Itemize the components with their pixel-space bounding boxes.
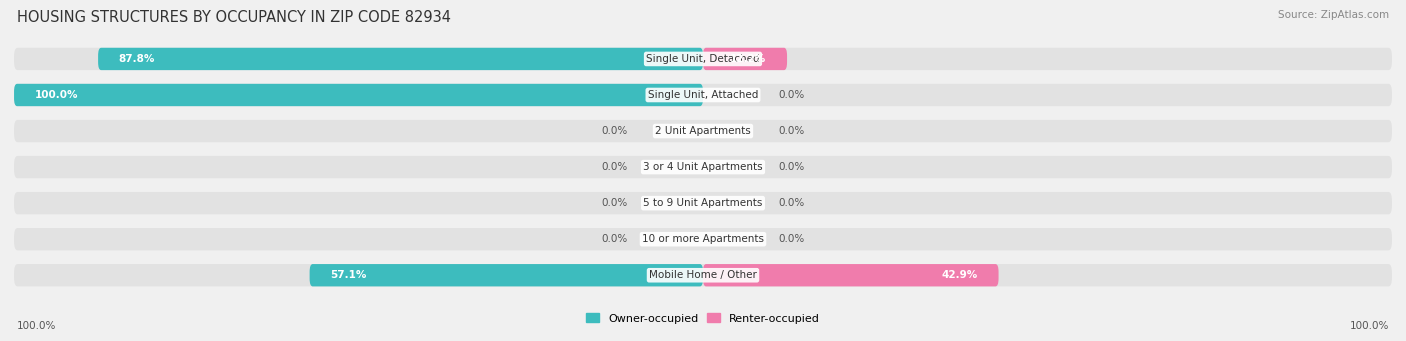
Text: 100.0%: 100.0%	[17, 321, 56, 331]
FancyBboxPatch shape	[703, 264, 998, 286]
Text: 42.9%: 42.9%	[942, 270, 979, 280]
Text: 0.0%: 0.0%	[600, 198, 627, 208]
Text: 0.0%: 0.0%	[779, 198, 806, 208]
Text: 0.0%: 0.0%	[600, 126, 627, 136]
Text: 10 or more Apartments: 10 or more Apartments	[643, 234, 763, 244]
FancyBboxPatch shape	[14, 120, 1392, 142]
Text: 5 to 9 Unit Apartments: 5 to 9 Unit Apartments	[644, 198, 762, 208]
Text: 0.0%: 0.0%	[600, 162, 627, 172]
Text: 12.2%: 12.2%	[730, 54, 766, 64]
FancyBboxPatch shape	[14, 84, 703, 106]
FancyBboxPatch shape	[14, 84, 1392, 106]
FancyBboxPatch shape	[14, 156, 1392, 178]
Text: 0.0%: 0.0%	[779, 234, 806, 244]
Text: 3 or 4 Unit Apartments: 3 or 4 Unit Apartments	[643, 162, 763, 172]
Text: 100.0%: 100.0%	[1350, 321, 1389, 331]
Text: Single Unit, Attached: Single Unit, Attached	[648, 90, 758, 100]
Text: 0.0%: 0.0%	[779, 90, 806, 100]
Text: 100.0%: 100.0%	[35, 90, 79, 100]
Text: 0.0%: 0.0%	[600, 234, 627, 244]
Text: 87.8%: 87.8%	[118, 54, 155, 64]
FancyBboxPatch shape	[309, 264, 703, 286]
FancyBboxPatch shape	[14, 228, 1392, 250]
FancyBboxPatch shape	[14, 192, 1392, 214]
Text: Source: ZipAtlas.com: Source: ZipAtlas.com	[1278, 10, 1389, 20]
Legend: Owner-occupied, Renter-occupied: Owner-occupied, Renter-occupied	[581, 309, 825, 328]
FancyBboxPatch shape	[14, 264, 1392, 286]
FancyBboxPatch shape	[14, 48, 1392, 70]
FancyBboxPatch shape	[703, 48, 787, 70]
FancyBboxPatch shape	[98, 48, 703, 70]
Text: 0.0%: 0.0%	[779, 162, 806, 172]
Text: 57.1%: 57.1%	[330, 270, 367, 280]
Text: 2 Unit Apartments: 2 Unit Apartments	[655, 126, 751, 136]
Text: HOUSING STRUCTURES BY OCCUPANCY IN ZIP CODE 82934: HOUSING STRUCTURES BY OCCUPANCY IN ZIP C…	[17, 10, 451, 25]
Text: Mobile Home / Other: Mobile Home / Other	[650, 270, 756, 280]
Text: 0.0%: 0.0%	[779, 126, 806, 136]
Text: Single Unit, Detached: Single Unit, Detached	[647, 54, 759, 64]
